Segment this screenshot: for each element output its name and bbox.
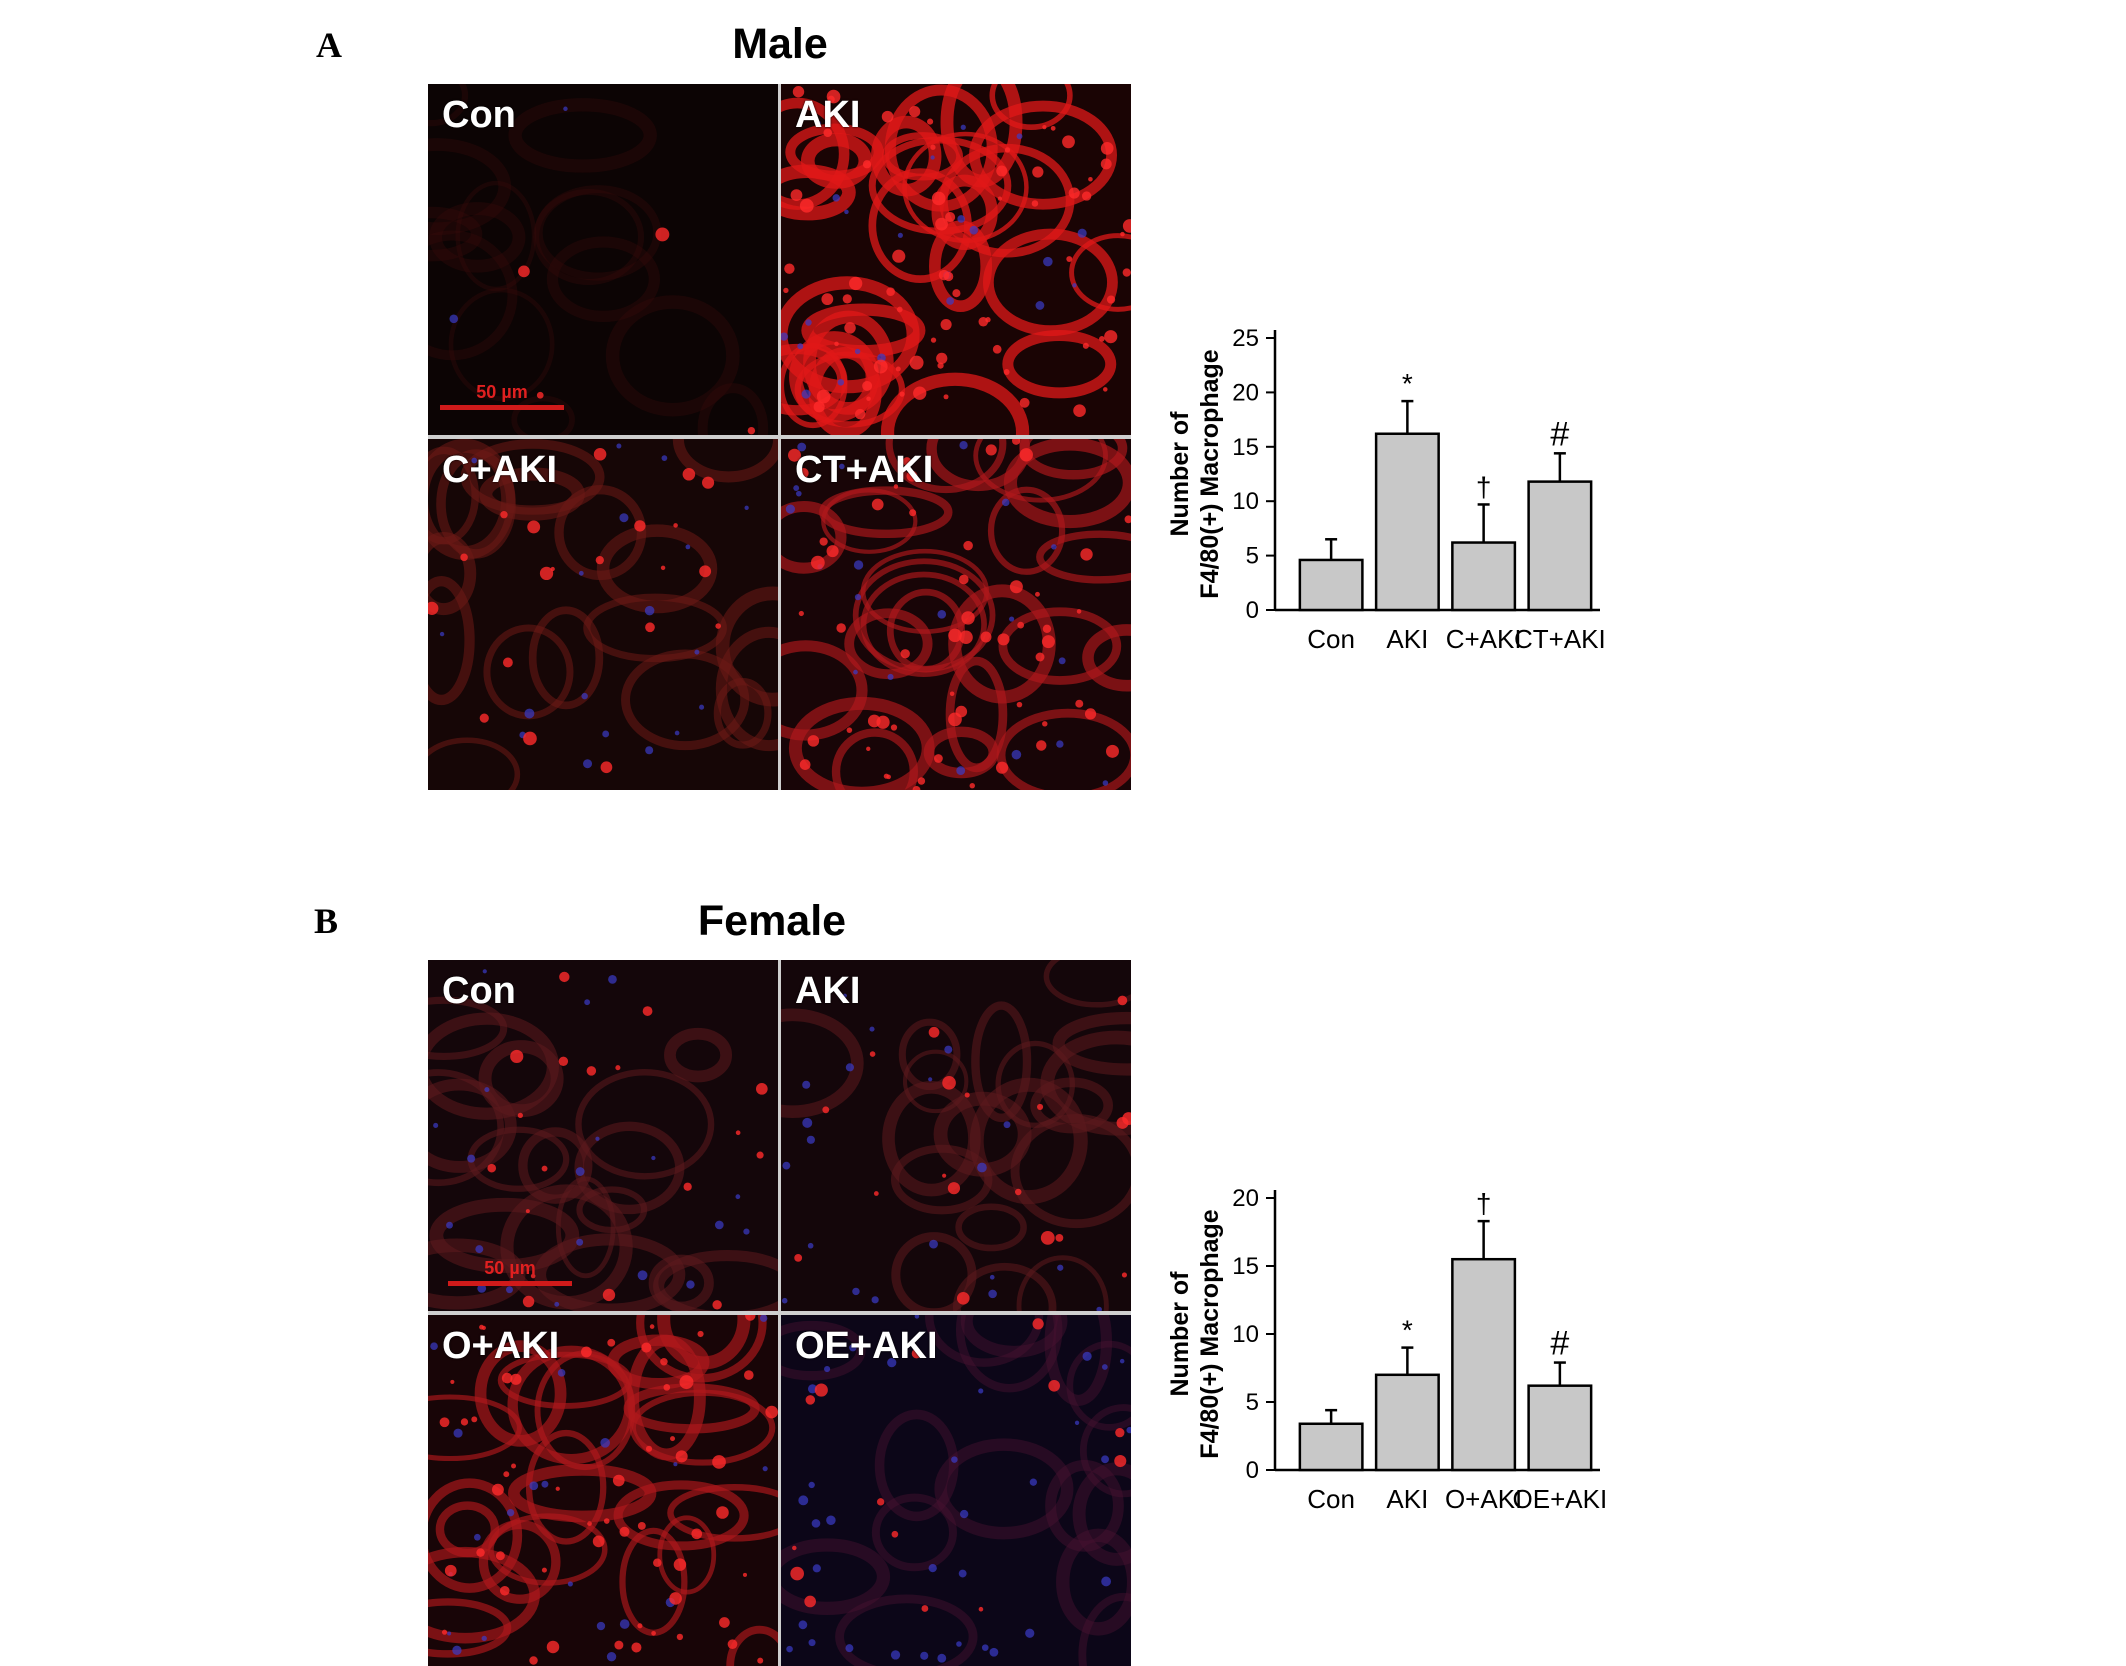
significance-marker: † (1476, 1188, 1492, 1219)
micrograph-texture (428, 1315, 778, 1666)
bar-chart-svg: 0 5 10 15 20 Number of F4/80(+) Macrophage Con *… (1166, 1185, 1608, 1514)
tile-label: Con (442, 970, 516, 1012)
x-tick-label: C+AKI (1446, 624, 1522, 654)
y-tick-label: 25 (1232, 325, 1259, 352)
x-tick-label: Con (1307, 624, 1355, 654)
tile-label: CT+AKI (795, 449, 934, 491)
y-tick-label: 0 (1246, 1457, 1259, 1484)
micrograph-tile: C+AKI (428, 439, 778, 790)
x-tick-label: AKI (1386, 624, 1428, 654)
bar-chart-svg: 0 5 10 15 20 25 Number of F4/80(+) Macrophage Co… (1166, 325, 1606, 654)
significance-marker: * (1402, 368, 1413, 399)
y-tick-label: 20 (1232, 379, 1259, 406)
y-tick-label: 10 (1232, 1321, 1259, 1348)
micrograph-tile: Con 50 µm (428, 84, 778, 435)
tile-label: Con (442, 94, 516, 136)
panel-a-micrograph-grid: Con 50 µm AKI C+AKI CT+AKI (428, 84, 1131, 790)
bar (1374, 1373, 1440, 1472)
y-axis-label-line2: F4/80(+) Macrophage (1196, 349, 1224, 598)
scale-bar-label: 50 µm (476, 382, 528, 402)
panel-b-micrograph-grid: Con 50 µm AKI O+AKI OE+AKI (428, 960, 1131, 1666)
y-tick-label: 10 (1232, 488, 1259, 515)
significance-marker: # (1550, 1325, 1569, 1363)
bar (1374, 432, 1440, 612)
y-tick-label: 5 (1246, 1389, 1259, 1416)
micrograph-texture (428, 960, 778, 1311)
micrograph-texture (781, 1315, 1131, 1666)
bar (1298, 1422, 1364, 1472)
y-axis-label-line1: Number of (1166, 1271, 1194, 1397)
significance-marker: * (1402, 1315, 1413, 1346)
y-axis-label-line2: F4/80(+) Macrophage (1196, 1209, 1224, 1458)
panel-a-bar-chart: 0 5 10 15 20 25 Number of F4/80(+) Macrophage Co… (1150, 310, 1750, 690)
micrograph-texture (428, 439, 778, 790)
tile-label: AKI (795, 94, 861, 136)
x-tick-label: AKI (1386, 1484, 1428, 1514)
scale-bar-label: 50 µm (484, 1258, 536, 1278)
micrograph-tile: OE+AKI (781, 1315, 1131, 1666)
y-tick-label: 5 (1246, 543, 1259, 570)
micrograph-tile: AKI (781, 84, 1131, 435)
x-tick-label: OE+AKI (1513, 1484, 1608, 1514)
bar (1298, 558, 1364, 612)
significance-marker: † (1476, 471, 1492, 502)
scale-bar: 50 µm (448, 1258, 572, 1286)
tile-label: O+AKI (442, 1325, 560, 1367)
bar (1527, 1384, 1593, 1472)
bar (1451, 1257, 1517, 1472)
tile-label: OE+AKI (795, 1325, 938, 1367)
bar (1451, 541, 1517, 612)
tile-label: C+AKI (442, 449, 558, 491)
y-tick-label: 15 (1232, 1253, 1259, 1280)
micrograph-texture (781, 439, 1131, 790)
micrograph-texture (781, 960, 1131, 1311)
scale-bar: 50 µm (440, 382, 564, 410)
bar (1527, 480, 1593, 612)
micrograph-tile: CT+AKI (781, 439, 1131, 790)
micrograph-tile: Con 50 µm (428, 960, 778, 1311)
panel-b-bar-chart: 0 5 10 15 20 Number of F4/80(+) Macrophage Con *… (1150, 1170, 1750, 1550)
tile-label: AKI (795, 970, 861, 1012)
x-tick-label: O+AKI (1445, 1484, 1522, 1514)
y-tick-label: 0 (1246, 597, 1259, 624)
y-tick-label: 15 (1232, 434, 1259, 461)
panel-a-title: Male (732, 20, 828, 68)
x-tick-label: CT+AKI (1514, 624, 1606, 654)
panel-b-title: Female (697, 897, 847, 945)
x-tick-label: Con (1307, 1484, 1355, 1514)
significance-marker: # (1550, 415, 1569, 453)
panel-a-letter: A (316, 25, 342, 65)
micrograph-texture (781, 84, 1131, 435)
micrograph-tile: AKI (781, 960, 1131, 1311)
micrograph-texture (428, 84, 778, 435)
y-axis-label-line1: Number of (1166, 411, 1194, 537)
panel-b-letter: B (314, 901, 339, 941)
y-tick-label: 20 (1232, 1185, 1259, 1212)
micrograph-tile: O+AKI (428, 1315, 778, 1666)
